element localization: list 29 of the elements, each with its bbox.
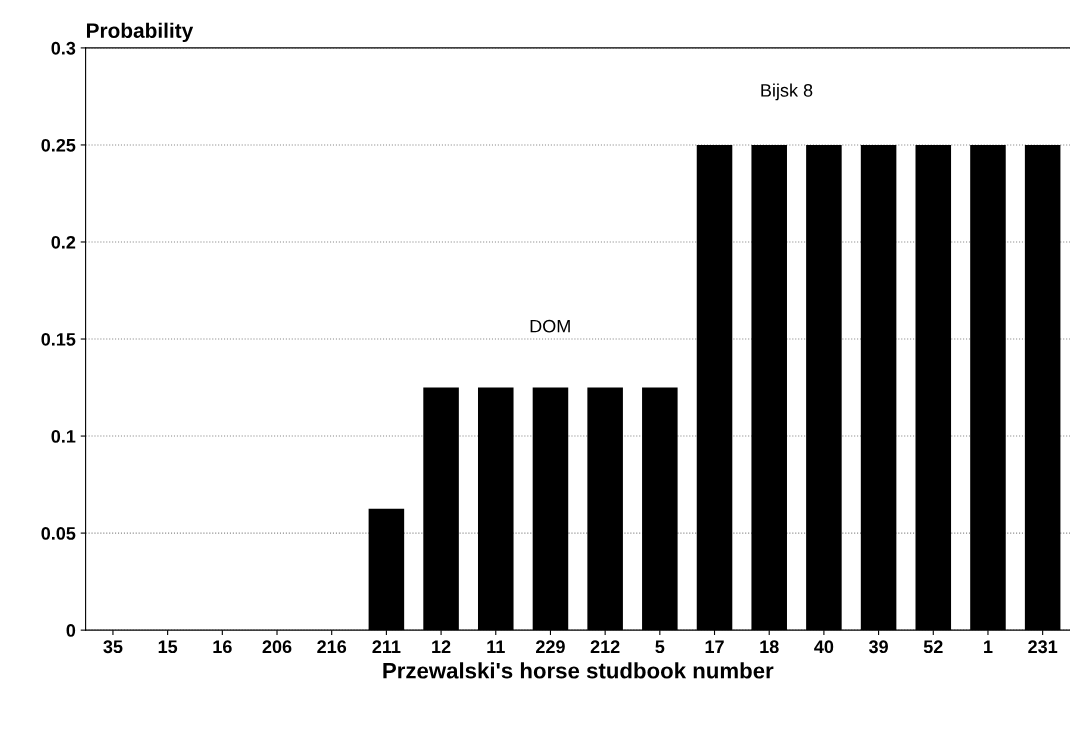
x-tick-label: 52 [923,640,943,654]
x-tick-label: 17 [705,640,724,653]
y-tick-label: 0.25 [41,138,76,152]
y-tick-label: 0.1 [51,429,76,443]
y-tick-label: 0.3 [51,41,76,55]
x-tick-label: 11 [487,640,505,653]
x-tick-label: 40 [814,640,834,654]
annotation: Bijsk 8 [761,83,813,101]
y-axis-title: Probability [86,22,194,43]
y-tick-label: 0.2 [51,235,76,249]
x-tick-label: 39 [868,640,888,654]
y-tick-label: 0 [66,624,76,637]
x-tick-label: 229 [536,640,565,654]
x-tick-label: 212 [590,640,620,653]
x-tick-label: 12 [432,640,451,653]
x-tick-label: 216 [317,640,347,654]
x-tick-label: 35 [103,640,123,654]
y-tick-label: 0.15 [41,332,76,346]
x-tick-label: 211 [372,640,401,653]
x-tick-label: 231 [1028,640,1058,654]
x-tick-label: 5 [655,640,665,654]
x-tick-label: 16 [213,640,232,654]
y-tick-label: 0.05 [41,527,76,540]
x-axis-title: Przewalski's horse studbook number [383,662,774,679]
x-tick-label: 1 [984,640,993,653]
x-tick-label: 206 [262,640,292,654]
x-tick-label: 18 [760,640,779,654]
annotation: DOM [530,319,570,333]
x-tick-label: 15 [158,640,178,654]
